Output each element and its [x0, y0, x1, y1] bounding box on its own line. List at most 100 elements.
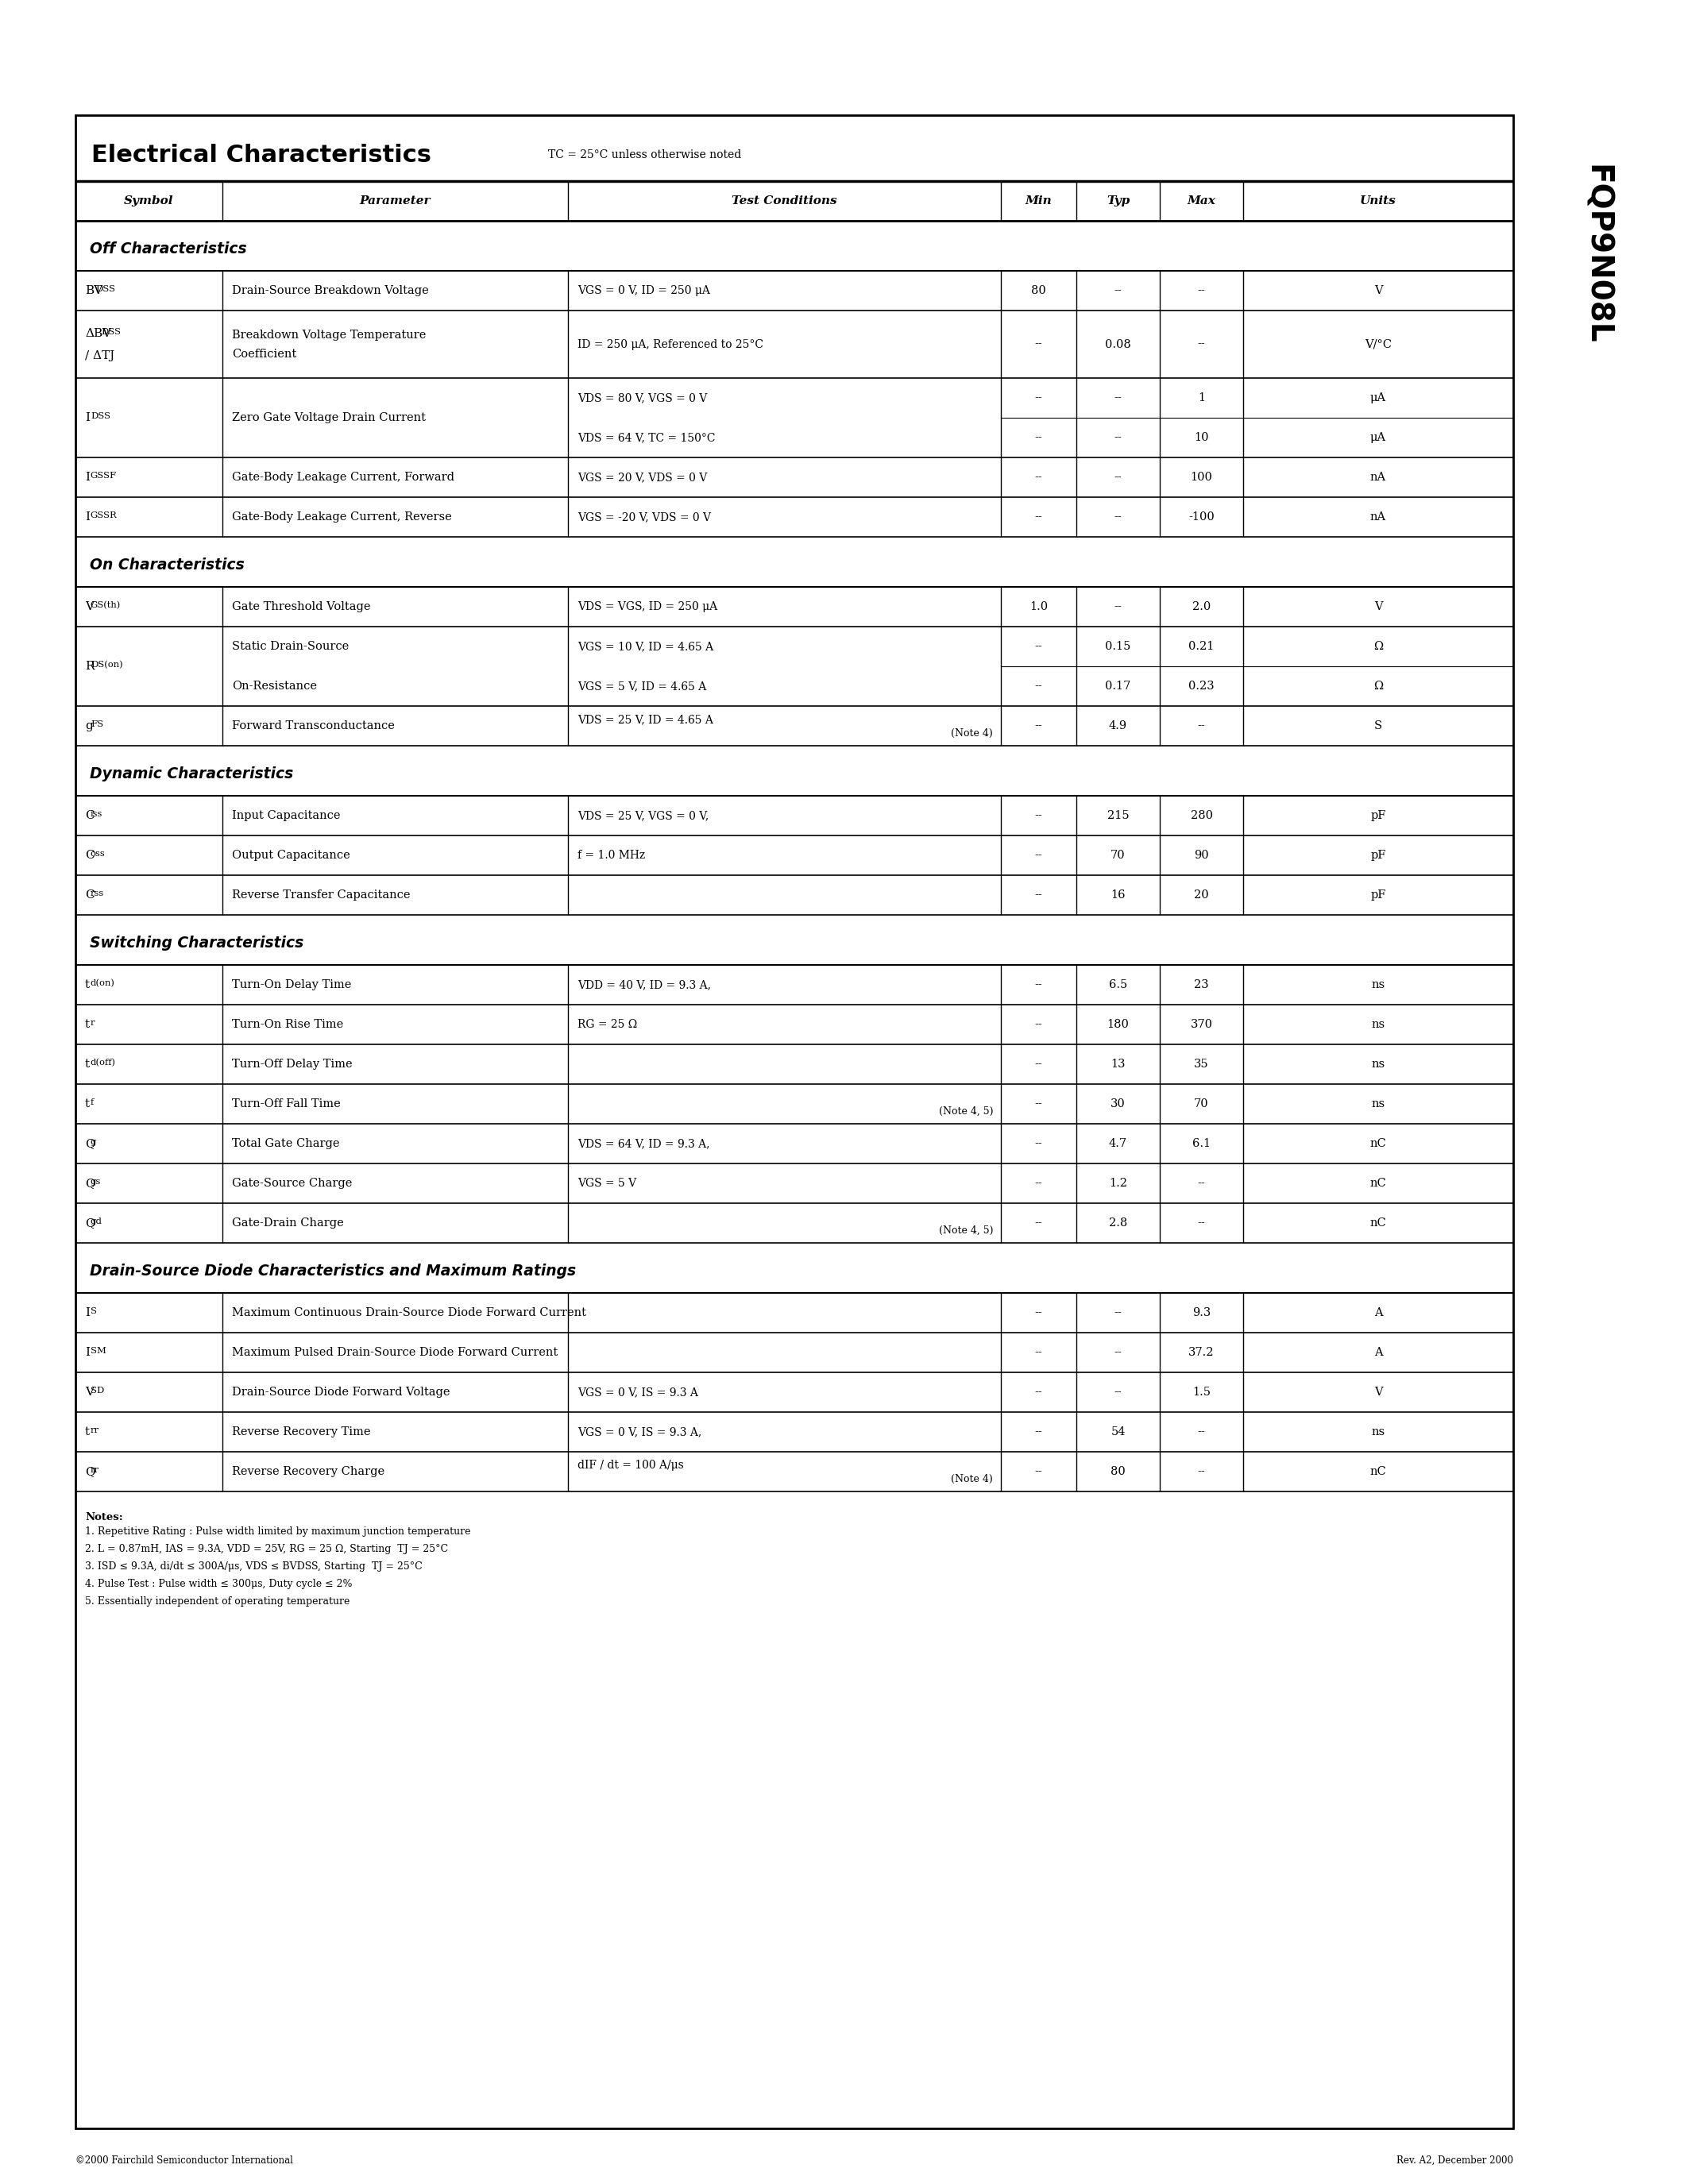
Text: Total Gate Charge: Total Gate Charge [231, 1138, 339, 1149]
Text: --: -- [1114, 286, 1123, 297]
Text: --: -- [1035, 472, 1043, 483]
Text: RG = 25 Ω: RG = 25 Ω [577, 1020, 638, 1031]
Text: --: -- [1035, 1426, 1043, 1437]
Text: 70: 70 [1193, 1099, 1209, 1109]
Text: rr: rr [91, 1426, 100, 1435]
Text: Output Capacitance: Output Capacitance [231, 850, 349, 860]
Text: --: -- [1114, 511, 1123, 522]
Text: Ω: Ω [1374, 640, 1382, 653]
Text: --: -- [1035, 1216, 1043, 1230]
Text: VGS = 0 V, IS = 9.3 A: VGS = 0 V, IS = 9.3 A [577, 1387, 699, 1398]
Text: VGS = 5 V, ID = 4.65 A: VGS = 5 V, ID = 4.65 A [577, 681, 706, 692]
Text: V: V [84, 1387, 95, 1398]
Text: VDS = 64 V, TC = 150°C: VDS = 64 V, TC = 150°C [577, 432, 716, 443]
Text: Gate Threshold Voltage: Gate Threshold Voltage [231, 601, 371, 612]
Text: 5. Essentially independent of operating temperature: 5. Essentially independent of operating … [84, 1597, 349, 1607]
Text: ID = 250 μA, Referenced to 25°C: ID = 250 μA, Referenced to 25°C [577, 339, 763, 349]
Text: GS(th): GS(th) [91, 601, 122, 609]
Text: VDS = VGS, ID = 250 μA: VDS = VGS, ID = 250 μA [577, 601, 717, 612]
Text: 0.17: 0.17 [1106, 681, 1131, 692]
Text: TC = 25°C unless otherwise noted: TC = 25°C unless otherwise noted [549, 149, 741, 159]
Bar [76, 116, 1512, 2129]
Text: R: R [84, 662, 95, 673]
Text: C: C [84, 850, 95, 860]
Text: Turn-On Rise Time: Turn-On Rise Time [231, 1020, 343, 1031]
Text: Q: Q [84, 1216, 95, 1230]
Text: 1.0: 1.0 [1030, 601, 1048, 612]
Text: --: -- [1035, 1020, 1043, 1031]
Text: Gate-Source Charge: Gate-Source Charge [231, 1177, 353, 1188]
Text: ΔBV: ΔBV [84, 328, 111, 339]
Text: Units: Units [1361, 194, 1396, 207]
Text: oss: oss [91, 850, 105, 858]
Text: I: I [84, 1348, 89, 1358]
Text: 10: 10 [1193, 432, 1209, 443]
Text: 20: 20 [1193, 889, 1209, 900]
Text: I: I [84, 1308, 89, 1319]
Text: Turn-Off Delay Time: Turn-Off Delay Time [231, 1059, 353, 1070]
Text: t: t [84, 1059, 89, 1070]
Text: 1: 1 [1198, 393, 1205, 404]
Text: VGS = 0 V, ID = 250 μA: VGS = 0 V, ID = 250 μA [577, 286, 711, 297]
Text: --: -- [1035, 1177, 1043, 1188]
Text: --: -- [1035, 1059, 1043, 1070]
Text: --: -- [1197, 1216, 1205, 1230]
Text: VGS = -20 V, VDS = 0 V: VGS = -20 V, VDS = 0 V [577, 511, 711, 522]
Text: ns: ns [1371, 1426, 1384, 1437]
Text: Q: Q [84, 1465, 95, 1476]
Text: nC: nC [1371, 1216, 1386, 1230]
Text: A: A [1374, 1308, 1382, 1319]
Text: --: -- [1035, 889, 1043, 900]
Text: V: V [1374, 601, 1382, 612]
Text: Parameter: Parameter [360, 194, 430, 207]
Text: pF: pF [1371, 810, 1386, 821]
Text: 0.23: 0.23 [1188, 681, 1214, 692]
Text: Notes:: Notes: [84, 1511, 123, 1522]
Text: --: -- [1035, 850, 1043, 860]
Text: 215: 215 [1107, 810, 1129, 821]
Text: --: -- [1035, 1387, 1043, 1398]
Text: --: -- [1035, 1099, 1043, 1109]
Text: --: -- [1114, 1308, 1123, 1319]
Text: VDD = 40 V, ID = 9.3 A,: VDD = 40 V, ID = 9.3 A, [577, 978, 711, 989]
Text: --: -- [1035, 339, 1043, 349]
Text: 80: 80 [1031, 286, 1047, 297]
Text: (Note 4, 5): (Note 4, 5) [939, 1225, 993, 1236]
Text: VGS = 5 V: VGS = 5 V [577, 1177, 636, 1188]
Text: On-Resistance: On-Resistance [231, 681, 317, 692]
Text: GSSF: GSSF [91, 472, 116, 480]
Text: d(on): d(on) [91, 978, 115, 987]
Text: --: -- [1114, 432, 1123, 443]
Text: nC: nC [1371, 1465, 1386, 1476]
Text: On Characteristics: On Characteristics [89, 557, 245, 572]
Text: Gate-Body Leakage Current, Reverse: Gate-Body Leakage Current, Reverse [231, 511, 452, 522]
Text: Static Drain-Source: Static Drain-Source [231, 640, 349, 653]
Text: Gate-Body Leakage Current, Forward: Gate-Body Leakage Current, Forward [231, 472, 454, 483]
Text: 1.5: 1.5 [1192, 1387, 1210, 1398]
Text: t: t [84, 1020, 89, 1031]
Text: Min: Min [1025, 194, 1052, 207]
Text: --: -- [1035, 511, 1043, 522]
Text: 2.0: 2.0 [1192, 601, 1210, 612]
Text: iss: iss [91, 810, 103, 819]
Text: Reverse Recovery Charge: Reverse Recovery Charge [231, 1465, 385, 1476]
Text: Turn-On Delay Time: Turn-On Delay Time [231, 978, 351, 989]
Text: DSS: DSS [91, 413, 110, 419]
Text: --: -- [1197, 721, 1205, 732]
Text: Q: Q [84, 1177, 95, 1188]
Text: ©2000 Fairchild Semiconductor International: ©2000 Fairchild Semiconductor Internatio… [76, 2156, 294, 2164]
Text: S: S [91, 1308, 96, 1315]
Text: 23: 23 [1193, 978, 1209, 989]
Text: dIF / dt = 100 A/μs: dIF / dt = 100 A/μs [577, 1459, 684, 1470]
Text: ns: ns [1371, 978, 1384, 989]
Text: --: -- [1035, 640, 1043, 653]
Text: gd: gd [91, 1216, 103, 1225]
Text: Electrical Characteristics: Electrical Characteristics [91, 144, 432, 166]
Text: --: -- [1197, 339, 1205, 349]
Text: (Note 4): (Note 4) [950, 1474, 993, 1483]
Text: 0.08: 0.08 [1106, 339, 1131, 349]
Text: --: -- [1197, 1177, 1205, 1188]
Text: 54: 54 [1111, 1426, 1126, 1437]
Text: 2. L = 0.87mH, IAS = 9.3A, VDD = 25V, RG = 25 Ω, Starting  TJ = 25°C: 2. L = 0.87mH, IAS = 9.3A, VDD = 25V, RG… [84, 1544, 447, 1555]
Text: BV: BV [84, 286, 103, 297]
